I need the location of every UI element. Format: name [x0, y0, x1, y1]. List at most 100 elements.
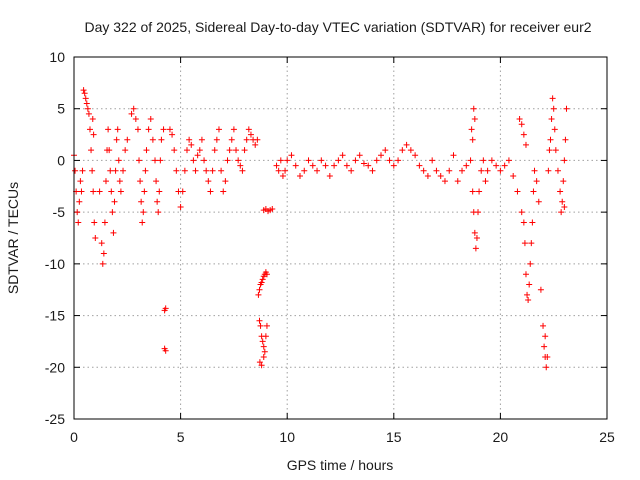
data-point [446, 167, 453, 174]
data-point [558, 209, 565, 216]
data-point [549, 95, 556, 102]
data-point [561, 203, 568, 210]
data-point [275, 167, 282, 174]
data-point [155, 209, 162, 216]
data-point [437, 172, 444, 179]
data-point [292, 162, 299, 169]
data-point [132, 116, 139, 123]
data-point [420, 167, 427, 174]
tick-labels: 0 5 10 15 20 25 -25 -20 -15 -10 -5 0 5 10 [45, 49, 615, 445]
data-point [516, 116, 523, 123]
data-point [106, 147, 113, 154]
data-point [478, 167, 485, 174]
data-point [525, 297, 532, 304]
data-point [450, 152, 457, 159]
data-point [245, 126, 252, 133]
data-point [256, 286, 263, 293]
data-point [288, 152, 295, 159]
data-point [561, 157, 568, 164]
data-point [559, 198, 566, 205]
data-point [166, 126, 173, 133]
axis-ticks [73, 56, 608, 420]
data-point [521, 240, 528, 247]
data-point [520, 219, 527, 226]
data-point [259, 338, 266, 345]
data-point [233, 147, 240, 154]
data-point [463, 162, 470, 169]
data-point [114, 126, 121, 133]
data-point [102, 178, 109, 185]
data-point [160, 126, 167, 133]
data-point [480, 157, 487, 164]
x-tick-label: 5 [177, 429, 185, 445]
data-point [152, 157, 159, 164]
data-point [544, 353, 551, 360]
data-point [473, 235, 480, 241]
data-point [314, 167, 321, 174]
data-point [211, 147, 218, 154]
data-point [261, 348, 268, 355]
data-point [257, 322, 264, 329]
data-point [226, 147, 233, 154]
data-point [173, 167, 180, 174]
data-point [468, 126, 475, 133]
data-point [101, 219, 108, 226]
data-point [378, 152, 385, 159]
data-point [262, 333, 269, 340]
data-point [89, 116, 96, 123]
data-point [322, 162, 329, 169]
data-point [149, 136, 156, 143]
data-point [343, 162, 350, 169]
data-point [335, 157, 342, 164]
data-point [111, 198, 118, 205]
data-point [459, 167, 466, 174]
y-tick-label: -10 [45, 256, 65, 272]
data-point [331, 162, 338, 169]
data-point [194, 152, 201, 159]
data-point [258, 362, 265, 369]
data-point [416, 162, 423, 169]
data-point [520, 131, 527, 138]
data-point [76, 198, 83, 205]
y-tick-label: -20 [45, 359, 65, 375]
data-point [529, 219, 536, 226]
data-point [382, 147, 389, 154]
data-point [179, 188, 186, 195]
data-point [90, 188, 97, 195]
data-point [190, 157, 197, 164]
grid [74, 57, 607, 419]
data-point [136, 157, 143, 164]
data-point [72, 167, 79, 174]
data-point [528, 240, 535, 247]
data-point [541, 343, 548, 350]
data-point [476, 188, 483, 195]
data-point [105, 126, 112, 133]
y-axis-label: SDTVAR / TECUs [5, 182, 21, 294]
data-point [260, 343, 267, 350]
data-point [99, 260, 106, 267]
x-tick-label: 20 [493, 429, 509, 445]
data-point [482, 178, 489, 185]
data-point [235, 157, 242, 164]
data-point [551, 126, 558, 133]
data-point [107, 167, 114, 174]
data-point [284, 157, 291, 164]
data-point [469, 188, 476, 195]
data-point [138, 198, 145, 205]
data-point [209, 167, 216, 174]
data-point [75, 219, 82, 226]
data-point [157, 157, 164, 164]
data-point [169, 131, 176, 138]
data-point [124, 136, 131, 143]
data-point [475, 209, 482, 216]
data-point [282, 167, 289, 174]
data-point [548, 116, 555, 123]
data-point [137, 178, 144, 185]
data-point [83, 100, 90, 107]
x-tick-label: 10 [279, 429, 295, 445]
data-point [390, 162, 397, 169]
data-point [433, 167, 440, 174]
data-point [142, 167, 149, 174]
y-tick-label: 5 [57, 101, 65, 117]
data-point [141, 188, 148, 195]
